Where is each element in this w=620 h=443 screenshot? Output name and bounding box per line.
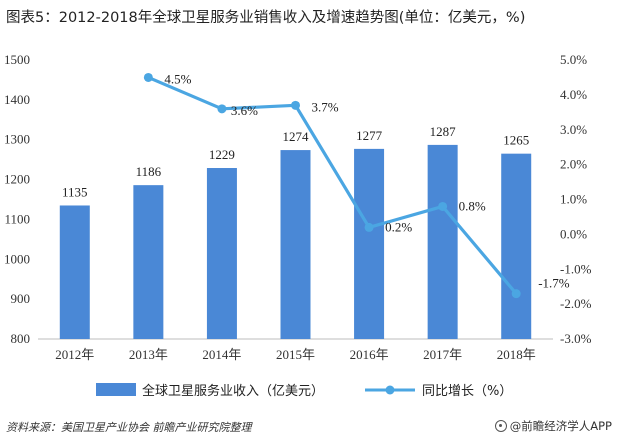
- y-right-tick-label: 5.0%: [560, 52, 587, 67]
- brand-watermark: @前瞻经济学人APP: [494, 418, 612, 434]
- growth-value-label: 0.2%: [385, 219, 412, 234]
- bar: [280, 150, 311, 339]
- y-right-tick-label: -2.0%: [560, 296, 592, 311]
- bar-value-label: 1186: [136, 164, 162, 179]
- growth-value-label: 3.6%: [231, 103, 258, 118]
- y-right-tick-label: 4.0%: [560, 87, 587, 102]
- bar-value-label: 1265: [503, 133, 529, 148]
- bar: [59, 205, 90, 339]
- growth-point: [364, 222, 374, 232]
- growth-point: [143, 72, 153, 82]
- y-left-tick-label: 800: [11, 331, 31, 346]
- y-left-tick-label: 1500: [4, 52, 30, 67]
- legend-bar-swatch: [96, 383, 136, 396]
- x-tick-label: 2018年: [497, 347, 536, 362]
- growth-point: [217, 104, 227, 114]
- bar-value-label: 1274: [283, 129, 310, 144]
- x-tick-label: 2014年: [202, 347, 241, 362]
- bar: [427, 144, 458, 339]
- bar-value-label: 1229: [209, 147, 235, 162]
- x-tick-label: 2015年: [276, 347, 315, 362]
- y-left-tick-label: 1000: [4, 251, 30, 266]
- y-right-tick-label: 2.0%: [560, 157, 587, 172]
- bar: [206, 168, 237, 339]
- growth-value-label: -1.7%: [538, 276, 570, 291]
- y-right-tick-label: 3.0%: [560, 122, 587, 137]
- bar: [133, 185, 164, 339]
- x-tick-label: 2016年: [350, 347, 389, 362]
- y-left-tick-label: 1100: [4, 211, 30, 226]
- source-note: 资料来源：美国卫星产业协会 前瞻产业研究院整理: [6, 421, 252, 434]
- bar: [354, 148, 385, 339]
- brand-text: @前瞻经济学人APP: [509, 419, 612, 433]
- growth-point: [438, 201, 448, 211]
- y-left-tick-label: 1300: [4, 132, 30, 147]
- legend-bar-label: 全球卫星服务业收入（亿美元）: [142, 383, 324, 399]
- bar-value-label: 1287: [430, 124, 457, 139]
- y-right-tick-label: -1.0%: [560, 261, 592, 276]
- bar-value-label: 1277: [356, 128, 383, 143]
- legend: 全球卫星服务业收入（亿美元） 同比增长（%）: [96, 383, 512, 399]
- bar: [501, 153, 532, 339]
- growth-point: [291, 100, 300, 110]
- y-right-tick-label: 0.0%: [560, 226, 587, 241]
- growth-value-label: 0.8%: [459, 198, 486, 213]
- legend-line-label: 同比增长（%）: [422, 384, 512, 399]
- growth-point: [511, 289, 521, 299]
- growth-line: [147, 75, 518, 295]
- chart-title: 图表5：2012-2018年全球卫星服务业销售收入及增速趋势图(单位：亿美元，%…: [6, 10, 526, 26]
- y-left-tick-label: 900: [11, 291, 31, 306]
- legend-line-marker: [385, 385, 395, 395]
- bar-value-label: 1135: [62, 184, 88, 199]
- growth-value-label: 4.5%: [164, 71, 191, 86]
- y-left-tick-label: 1200: [4, 172, 30, 187]
- x-tick-label: 2012年: [55, 347, 94, 362]
- brand-logo-icon: [494, 420, 507, 432]
- y-left-tick-label: 1400: [4, 92, 30, 107]
- x-tick-label: 2013年: [129, 347, 168, 362]
- growth-value-label: 3.7%: [312, 99, 339, 114]
- y-right-tick-label: 1.0%: [560, 192, 587, 207]
- x-tick-label: 2017年: [423, 347, 462, 362]
- y-right-tick-label: -3.0%: [560, 331, 592, 346]
